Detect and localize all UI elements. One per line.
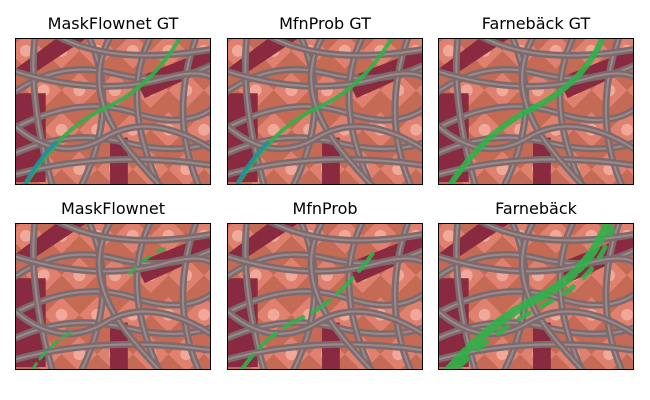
panel-title-farneback: Farnebäck	[495, 199, 577, 218]
panel-title-maskflownet-gt: MaskFlownet GT	[47, 14, 179, 33]
image-panel-maskflownet	[15, 223, 211, 370]
image-panel-maskflownet-gt	[15, 38, 211, 185]
scene-image	[16, 224, 210, 369]
image-panel-mfnprob-gt	[227, 38, 423, 185]
panel-title-mfnprob: MfnProb	[292, 199, 358, 218]
panel-title-farneback-gt: Farnebäck GT	[481, 14, 591, 33]
image-panel-mfnprob	[227, 223, 423, 370]
image-panel-farneback	[438, 223, 634, 370]
scene-image	[439, 39, 633, 184]
scene-image	[228, 39, 422, 184]
image-panel-farneback-gt	[438, 38, 634, 185]
scene-image	[16, 39, 210, 184]
panel-title-maskflownet: MaskFlownet	[61, 199, 165, 218]
scene-image	[228, 224, 422, 369]
panel-title-mfnprob-gt: MfnProb GT	[279, 14, 371, 33]
scene-image	[439, 224, 633, 369]
